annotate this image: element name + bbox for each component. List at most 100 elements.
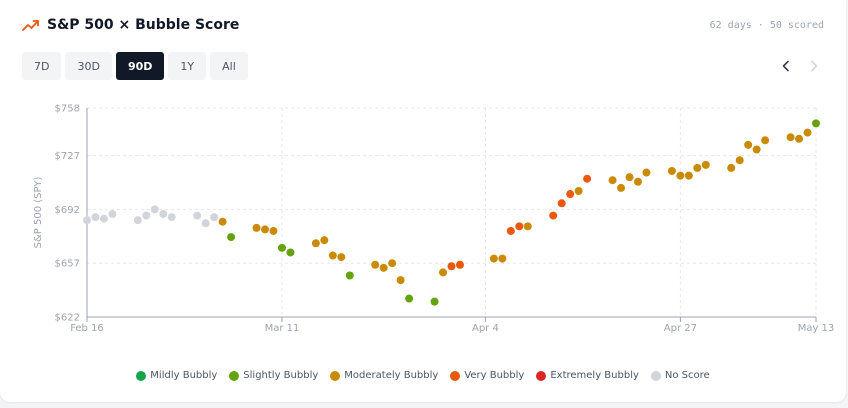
data-point: [523, 222, 532, 231]
data-point: [269, 226, 278, 235]
y-tick-label: $622: [55, 313, 80, 324]
legend-item: Slightly Bubbly: [229, 370, 318, 381]
data-point: [795, 134, 804, 143]
legend-label: No Score: [664, 370, 710, 381]
data-point: [108, 210, 117, 219]
data-point: [498, 254, 507, 263]
legend-swatch: [330, 370, 341, 381]
data-point: [761, 136, 770, 145]
summary-meta: 62 days · 50 scored: [710, 20, 824, 31]
data-point: [566, 190, 575, 199]
data-point: [727, 163, 736, 172]
prev-period-button[interactable]: [776, 56, 796, 76]
legend-item: Mildly Bubbly: [136, 370, 217, 381]
data-point: [430, 297, 439, 306]
data-point: [583, 174, 592, 183]
chevron-left-icon: [782, 60, 789, 72]
data-point: [261, 225, 270, 234]
data-point: [167, 213, 176, 222]
legend-swatch: [229, 370, 240, 381]
range-button-1y[interactable]: 1Y: [168, 52, 207, 80]
data-point: [159, 210, 168, 219]
days-count: 62 days: [709, 20, 752, 31]
data-point: [320, 236, 329, 245]
data-point: [311, 239, 320, 248]
data-point: [812, 119, 820, 128]
legend-item: Extremely Bubbly: [536, 370, 639, 381]
meta-separator: ·: [757, 20, 764, 31]
data-point: [549, 211, 558, 220]
data-point: [150, 205, 159, 214]
data-point: [786, 133, 795, 142]
legend-label: Extremely Bubbly: [550, 370, 639, 381]
legend-swatch: [650, 370, 661, 381]
data-point: [667, 167, 676, 176]
x-tick-label: Apr 4: [472, 323, 499, 334]
y-tick-label: $692: [55, 205, 80, 216]
range-button-90d[interactable]: 90D: [115, 52, 165, 80]
legend-swatch: [536, 370, 547, 381]
scored-count: 50 scored: [769, 20, 824, 31]
x-tick-label: Mar 11: [265, 323, 300, 334]
legend-label: Mildly Bubbly: [150, 370, 218, 381]
legend-item: No Score: [650, 370, 710, 381]
chevron-right-icon: [811, 60, 818, 72]
data-point: [803, 128, 812, 137]
legend-item: Moderately Bubbly: [330, 370, 438, 381]
legend-label: Slightly Bubbly: [243, 370, 319, 381]
data-point: [91, 213, 100, 222]
data-point: [735, 156, 744, 165]
y-axis-title: S&P 500 (SPY): [33, 177, 44, 249]
trending-up-icon: [22, 20, 39, 31]
legend-swatch: [136, 370, 147, 381]
data-point: [439, 268, 448, 277]
data-point: [83, 216, 91, 225]
data-point: [642, 168, 651, 177]
x-tick-label: Feb 16: [70, 323, 104, 334]
data-point: [506, 226, 515, 235]
data-point: [447, 262, 456, 271]
range-selector: 7D 30D 90D 1Y All: [22, 52, 252, 80]
x-tick-label: May 13: [798, 323, 835, 334]
data-point: [701, 160, 710, 169]
legend-label: Very Bubbly: [464, 370, 525, 381]
data-point: [489, 254, 498, 263]
data-point: [99, 214, 108, 223]
data-point: [396, 276, 405, 285]
data-point: [625, 173, 634, 182]
range-button-all[interactable]: All: [210, 52, 248, 80]
data-point: [371, 260, 380, 269]
data-point: [277, 243, 286, 252]
data-point: [379, 263, 388, 272]
data-point: [574, 186, 583, 195]
data-point: [617, 183, 626, 192]
range-button-30d[interactable]: 30D: [65, 52, 112, 80]
data-point: [557, 199, 566, 208]
data-point: [286, 248, 295, 257]
data-point: [752, 145, 761, 154]
data-point: [227, 233, 236, 242]
data-point: [142, 211, 151, 220]
data-point: [676, 171, 685, 180]
data-point: [328, 251, 337, 260]
data-point: [218, 217, 227, 226]
data-point: [515, 222, 524, 231]
legend-item: Very Bubbly: [450, 370, 524, 381]
data-point: [693, 163, 702, 172]
data-point: [608, 176, 617, 185]
scatter-chart: $622 $657 $692 $727 $758 Feb 16 Mar 11 Apr 4 Apr…: [33, 104, 835, 335]
title-row: S&P 500 × Bubble Score: [22, 17, 239, 33]
data-point: [684, 171, 693, 180]
y-tick-label: $727: [55, 151, 80, 162]
x-tick-label: Apr 27: [664, 323, 697, 334]
data-point: [210, 213, 219, 222]
data-point: [405, 294, 414, 303]
data-point: [193, 211, 202, 220]
data-point: [633, 177, 642, 186]
range-button-7d[interactable]: 7D: [22, 52, 62, 80]
period-nav: [776, 56, 824, 76]
y-tick-label: $758: [55, 104, 80, 115]
next-period-button[interactable]: [804, 56, 824, 76]
data-point: [133, 216, 142, 225]
